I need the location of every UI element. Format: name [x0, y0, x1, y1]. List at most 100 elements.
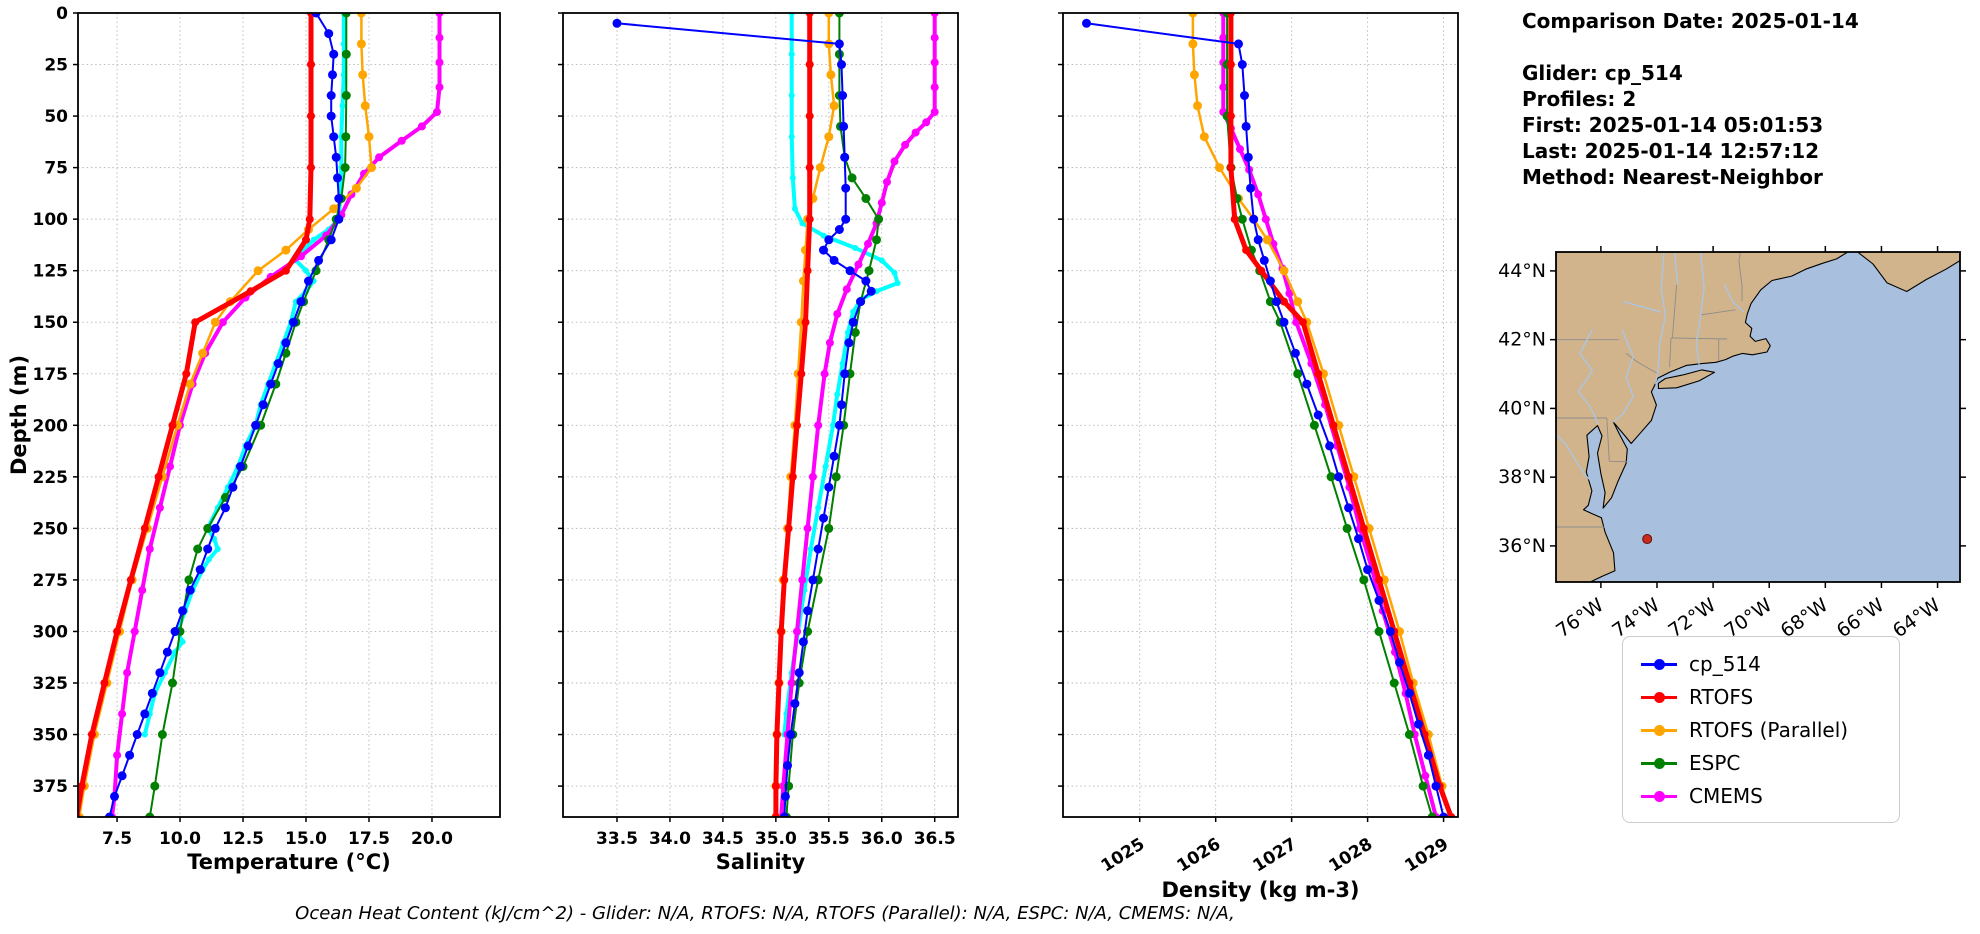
legend-label: RTOFS (Parallel) — [1689, 717, 1849, 742]
series-group — [1082, 13, 1456, 817]
first-profile-time-text: First: 2025-01-14 05:01:53 — [1522, 113, 1824, 137]
svg-text:325: 325 — [33, 674, 69, 694]
y-axis-label: Depth (m) — [7, 355, 31, 475]
glider-name-text: Glider: cp_514 — [1522, 61, 1683, 85]
glider-position-marker — [1642, 534, 1653, 545]
legend-label: cp_514 — [1689, 651, 1761, 676]
series-cp-514 — [105, 13, 344, 817]
method-text: Method: Nearest-Neighbor — [1522, 165, 1823, 189]
svg-text:72°W: 72°W — [1664, 594, 1720, 642]
x-axis-label: Salinity — [716, 850, 806, 874]
svg-text:250: 250 — [33, 519, 69, 539]
svg-text:275: 275 — [33, 571, 69, 591]
temperature-chart: 7.5 10.0 12.5 15.0 17.5 20.0 0 25 50 75 100 125 150 1… — [7, 4, 501, 874]
svg-text:35.0: 35.0 — [755, 829, 797, 849]
svg-text:125: 125 — [33, 262, 69, 282]
series-rtofs — [78, 13, 315, 817]
svg-text:36°N: 36°N — [1498, 535, 1546, 557]
svg-text:350: 350 — [33, 726, 69, 746]
legend-marker-cp514 — [1641, 657, 1677, 671]
legend-item-rtofs: RTOFS — [1641, 680, 1881, 713]
svg-text:200: 200 — [33, 416, 69, 436]
svg-text:33.5: 33.5 — [596, 829, 638, 849]
series-cp-514 — [1082, 18, 1449, 817]
svg-text:76°W: 76°W — [1552, 594, 1608, 642]
svg-text:175: 175 — [33, 365, 69, 385]
series-group — [612, 13, 939, 817]
svg-text:34.0: 34.0 — [649, 829, 691, 849]
svg-text:68°W: 68°W — [1777, 594, 1833, 642]
legend: cp_514 RTOFS RTOFS (Parallel) ESPC CMEMS — [1622, 636, 1900, 823]
ocean-heat-content-footnote: Ocean Heat Content (kJ/cm^2) - Glider: N… — [295, 903, 1235, 924]
axis-ticks: 33.5 34.0 34.5 35.0 35.5 36.0 36.5 — [558, 12, 956, 849]
legend-marker-cmems — [1641, 789, 1677, 803]
comparison-date-text: Comparison Date: 2025-01-14 — [1522, 9, 1859, 33]
profiles-count-text: Profiles: 2 — [1522, 87, 1637, 111]
x-axis-label: Density (kg m-3) — [1161, 878, 1359, 902]
legend-marker-espc — [1641, 756, 1677, 770]
salinity-chart: 33.5 34.0 34.5 35.0 35.5 36.0 36.5 Salinity — [558, 12, 959, 874]
series-cmems — [777, 13, 939, 817]
svg-text:64°W: 64°W — [1889, 594, 1945, 642]
legend-label: RTOFS — [1689, 684, 1754, 709]
svg-text:375: 375 — [33, 777, 69, 797]
svg-text:66°W: 66°W — [1833, 594, 1889, 642]
svg-text:0: 0 — [56, 4, 68, 24]
legend-item-cp514: cp_514 — [1641, 647, 1881, 680]
svg-text:42°N: 42°N — [1498, 329, 1546, 351]
svg-text:74°W: 74°W — [1608, 594, 1664, 642]
svg-text:20.0: 20.0 — [411, 829, 453, 849]
svg-text:36.5: 36.5 — [914, 829, 956, 849]
svg-text:75: 75 — [44, 159, 68, 179]
legend-marker-rtofs — [1641, 690, 1677, 704]
axis-ticks: 7.5 10.0 12.5 15.0 17.5 20.0 0 25 50 75 100 125 150 1… — [33, 4, 454, 849]
svg-text:1028: 1028 — [1326, 834, 1377, 876]
land — [1556, 252, 1960, 582]
series-group — [78, 13, 444, 817]
svg-text:10.0: 10.0 — [159, 829, 201, 849]
svg-text:300: 300 — [33, 622, 69, 642]
legend-item-espc: ESPC — [1641, 746, 1881, 779]
svg-text:40°N: 40°N — [1498, 397, 1546, 419]
map-frame — [1555, 251, 1961, 583]
svg-text:15.0: 15.0 — [285, 829, 327, 849]
svg-text:1027: 1027 — [1250, 834, 1301, 876]
svg-text:34.5: 34.5 — [702, 829, 744, 849]
series-rtofs-parallel- — [78, 13, 376, 817]
svg-text:50: 50 — [44, 107, 68, 127]
svg-text:225: 225 — [33, 468, 69, 488]
location-map: 44°N 42°N 40°N 38°N 36°N 76°W 74°W 72°W 70°W 68°W… — [1498, 246, 1966, 642]
svg-text:1026: 1026 — [1174, 834, 1225, 876]
density-chart: 1025 1026 1027 1028 1029 Density (kg m-3) — [1058, 12, 1459, 902]
axis-ticks: 1025 1026 1027 1028 1029 — [1058, 12, 1452, 876]
svg-text:17.5: 17.5 — [348, 829, 390, 849]
last-profile-time-text: Last: 2025-01-14 12:57:12 — [1522, 139, 1820, 163]
svg-text:1029: 1029 — [1401, 834, 1452, 876]
profile-charts: 7.5 10.0 12.5 15.0 17.5 20.0 0 25 50 75 100 125 150 1… — [7, 4, 1459, 902]
gridlines — [78, 12, 500, 817]
svg-text:25: 25 — [44, 56, 68, 76]
legend-item-rtofs-parallel: RTOFS (Parallel) — [1641, 713, 1881, 746]
series-cmems — [108, 13, 444, 817]
series-rtofs — [1226, 13, 1456, 817]
legend-label: ESPC — [1689, 750, 1741, 775]
series-cp-514 — [612, 18, 876, 817]
series-rtofs — [771, 13, 814, 817]
svg-text:100: 100 — [33, 210, 69, 230]
svg-text:7.5: 7.5 — [102, 829, 132, 849]
svg-text:12.5: 12.5 — [222, 829, 264, 849]
svg-text:44°N: 44°N — [1498, 260, 1546, 282]
svg-text:150: 150 — [33, 313, 69, 333]
gridlines — [1063, 12, 1458, 817]
legend-marker-rtofs-parallel — [1641, 723, 1677, 737]
svg-text:36.0: 36.0 — [861, 829, 903, 849]
legend-item-cmems: CMEMS — [1641, 779, 1881, 812]
info-panel: Comparison Date: 2025-01-14 Glider: cp_5… — [1522, 8, 1859, 190]
svg-text:1025: 1025 — [1098, 834, 1149, 876]
legend-label: CMEMS — [1689, 783, 1763, 808]
svg-text:70°W: 70°W — [1720, 594, 1776, 642]
x-axis-label: Temperature (°C) — [187, 850, 390, 874]
svg-text:35.5: 35.5 — [808, 829, 850, 849]
svg-text:38°N: 38°N — [1498, 466, 1546, 488]
gridlines — [563, 12, 958, 817]
